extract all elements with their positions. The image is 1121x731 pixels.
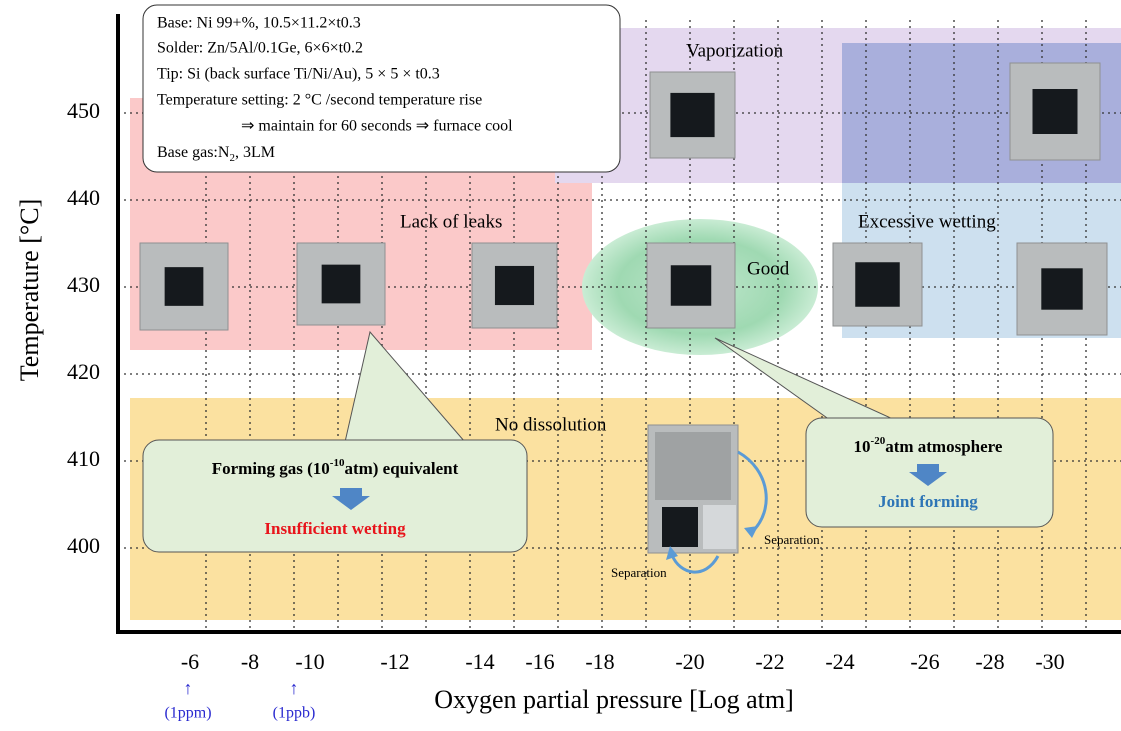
silicon-chip (855, 262, 900, 307)
separated-solder (703, 505, 736, 549)
silicon-chip (662, 507, 698, 547)
x-tick-label: -22 (755, 649, 784, 674)
info-line: Base gas:N2, 3LM (157, 144, 275, 164)
region-label: Vaporization (686, 40, 784, 61)
info-line: ⇒ maintain for 60 seconds ⇒ furnace cool (241, 118, 513, 135)
callout-result: Insufficient wetting (264, 519, 406, 538)
silicon-chip (322, 265, 361, 304)
x-tick-label: -18 (585, 649, 614, 674)
x-axis-title: Oxygen partial pressure [Log atm] (434, 685, 794, 714)
silicon-chip (165, 267, 204, 306)
superscript: -20 (871, 435, 886, 447)
y-tick-label: 410 (67, 446, 100, 471)
x-tick-label: -20 (675, 649, 704, 674)
silicon-chip (1041, 268, 1082, 309)
y-tick-label: 400 (67, 533, 100, 558)
x-tick-label: -26 (910, 649, 939, 674)
x-tick-label: -28 (975, 649, 1004, 674)
marker-arrow: ↑ (290, 678, 299, 698)
region-label: Excessive wetting (858, 211, 996, 232)
y-tick-label: 440 (67, 185, 100, 210)
separated-base (655, 432, 731, 500)
y-axis-title: Temperature [°C] (15, 199, 44, 382)
chart: Base: Ni 99+%, 10.5×11.2×t0.3 Solder: Zn… (0, 0, 1121, 731)
x-tick-label: -6 (181, 649, 199, 674)
x-tick-label: -30 (1035, 649, 1064, 674)
silicon-chip (670, 93, 714, 137)
callout-result: Joint forming (878, 492, 978, 511)
superscript: -10 (330, 457, 345, 469)
x-tick-label: -8 (241, 649, 259, 674)
text-part: Forming gas (10 (212, 459, 330, 478)
region-label: Lack of leaks (400, 211, 502, 232)
text-part: , 3LM (235, 144, 275, 161)
info-line: Tip: Si (back surface Ti/Ni/Au), 5 × 5 ×… (157, 66, 440, 83)
x-tick-label: -10 (295, 649, 324, 674)
separation-label: Separation (764, 532, 820, 547)
text-part: 10 (854, 437, 871, 456)
x-tick-label: -16 (525, 649, 554, 674)
text-part: atm atmosphere (885, 437, 1003, 456)
marker-label: (1ppm) (164, 705, 211, 722)
info-line: Solder: Zn/5Al/0.1Ge, 6×6×t0.2 (157, 40, 363, 57)
y-tick-label: 450 (67, 98, 100, 123)
marker-label: (1ppb) (273, 705, 316, 722)
region-label: No dissolution (495, 414, 607, 435)
info-line: Temperature setting: 2 °C /second temper… (157, 92, 482, 109)
silicon-chip (671, 265, 711, 305)
text-part: atm) equivalent (344, 459, 458, 478)
x-tick-label: -14 (465, 649, 494, 674)
separation-label: Separation (611, 565, 667, 580)
x-tick-label: -12 (380, 649, 409, 674)
text-part: Base gas:N (157, 144, 230, 161)
x-tick-label: -24 (825, 649, 854, 674)
marker-arrow: ↑ (184, 678, 193, 698)
silicon-chip (495, 266, 534, 305)
info-line: Base: Ni 99+%, 10.5×11.2×t0.3 (157, 15, 361, 32)
y-tick-label: 420 (67, 359, 100, 384)
region-label: Good (747, 258, 790, 279)
y-tick-label: 430 (67, 272, 100, 297)
silicon-chip (1033, 89, 1078, 134)
